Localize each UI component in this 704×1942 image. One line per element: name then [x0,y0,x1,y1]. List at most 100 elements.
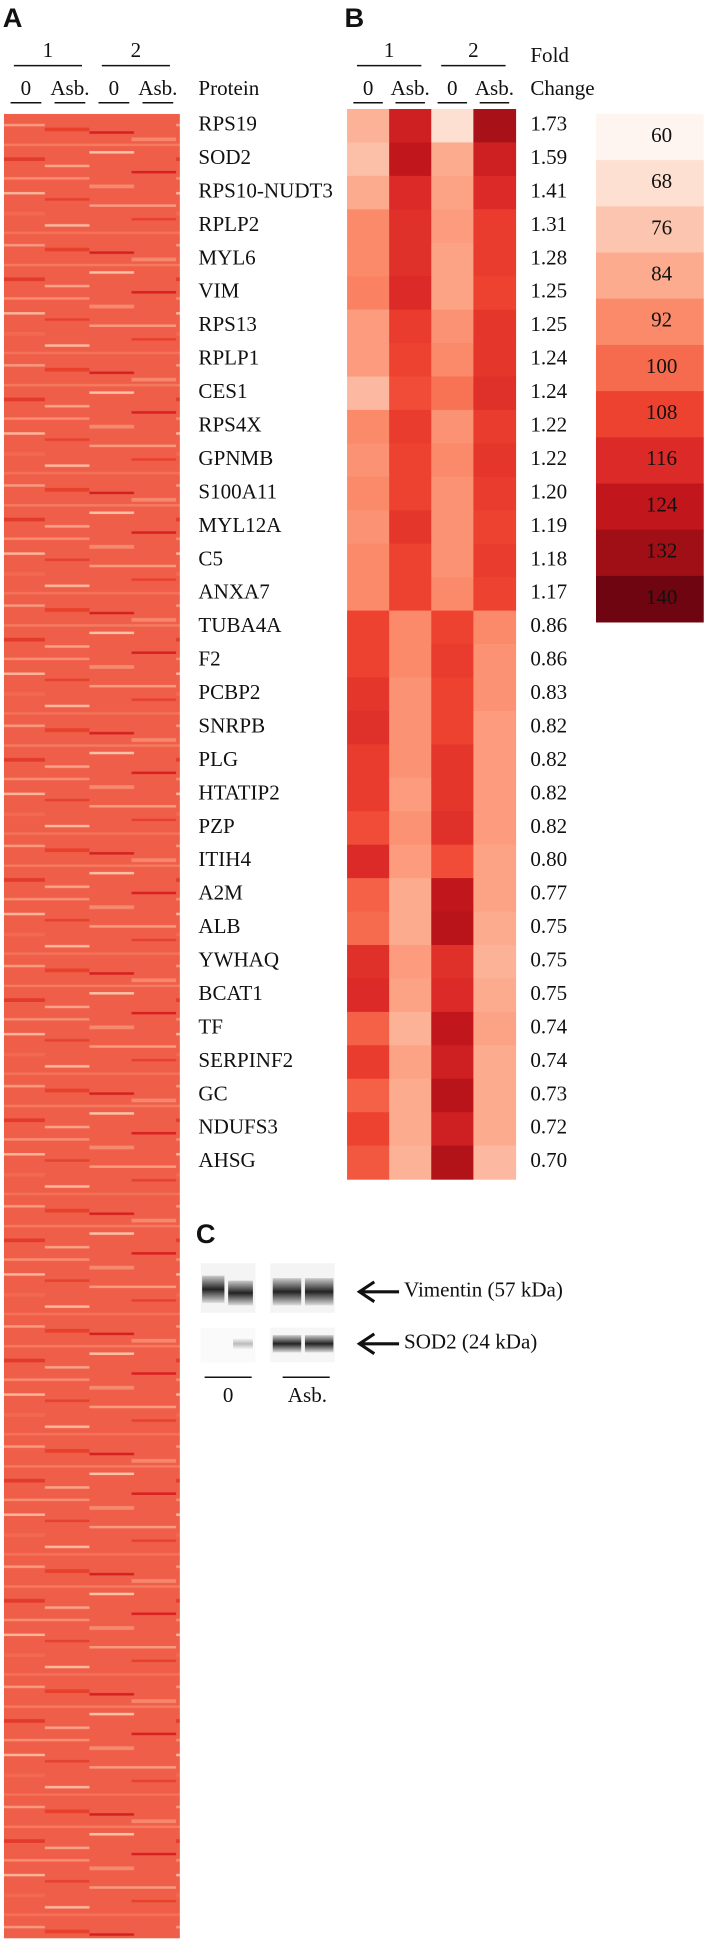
heatmap-cell [347,677,390,712]
colorbar-label: 132 [646,539,678,563]
heatmap-cell [389,376,432,411]
heatmap-cell [347,443,390,478]
heatmap-cell [389,242,432,277]
colorbar-label: 84 [651,261,673,285]
protein-name: GPNMB [198,446,273,470]
heatmap-cell [347,142,390,177]
heatmap-cell [347,209,390,244]
heatmap-cell [347,376,390,411]
heatmap-cell [431,677,474,712]
heatmap-cell [473,343,517,378]
arrow [356,1332,400,1355]
heatmap-cell [431,510,474,545]
column-label: 0 [21,76,32,100]
heatmap-cell [473,175,517,210]
heatmap-cell [431,610,474,645]
protein-name: SOD2 [198,145,251,169]
fold-change: 1.73 [530,112,567,136]
protein-name: YWHAQ [198,948,279,972]
heatmap-cell [431,811,474,846]
fold-change: 1.41 [530,178,567,202]
column-header: Fold [530,43,569,67]
blot-band [272,1278,302,1306]
panel-c: C Vimentin (57 kDa) SOD2 (24 kDa) 0 Asb. [196,1218,563,1407]
colorbar-label: 92 [651,308,672,332]
heatmap-cell [431,209,474,244]
protein-name: GC [198,1081,227,1105]
fold-change: 1.20 [530,479,567,503]
heatmap-cell [389,476,432,511]
heatmap-cell [347,577,390,612]
heatmap-cell [389,811,432,846]
heatmap-cell [389,610,432,645]
fold-change: 0.80 [530,847,567,871]
heatmap-cell [389,510,432,545]
protein-name: AHSG [198,1148,255,1172]
protein-name: SERPINF2 [198,1048,293,1072]
fold-change: 1.22 [530,412,567,436]
protein-name: PLG [198,747,238,771]
band-label: Vimentin (57 kDa) [404,1278,563,1302]
heatmap-cell [347,108,390,144]
heatmap-cell [347,710,390,745]
protein-name: RPS19 [198,112,257,136]
heatmap-cell [389,944,432,980]
panel-label: B [345,2,365,33]
colorbar-swatch [595,437,704,484]
heatmap-cell [347,510,390,545]
heatmap-cell [431,1011,474,1046]
heatmap-cell [473,409,517,445]
heatmap-cell [473,276,517,311]
colorbar-swatch [595,344,704,392]
fold-change: 0.74 [530,1048,567,1072]
colorbar-label: 76 [651,215,672,239]
fold-change: 1.18 [530,546,567,570]
heatmap-cell [473,644,517,679]
fold-change: 0.70 [530,1148,567,1172]
fold-change: 1.24 [530,379,567,403]
column-label: Asb. [138,76,177,100]
colorbar-swatch [595,113,704,161]
protein-name: A2M [198,881,243,905]
heatmap-cell [473,242,517,277]
protein-name: VIM [198,279,239,303]
fold-change: 1.22 [530,446,567,470]
fold-change: 0.77 [530,881,567,905]
colorbar-label: 68 [651,169,672,193]
heatmap-cell [431,944,474,980]
colorbar-swatch [595,575,704,623]
heatmap-cell [389,1011,432,1046]
column-label: Asb. [475,76,514,100]
protein-name: RPLP2 [198,212,259,236]
colorbar-swatch [595,483,704,531]
heatmap-cell [389,175,432,210]
heatmap-cell [473,1112,517,1147]
protein-name: PZP [198,814,234,838]
heatmap-cell [389,978,432,1013]
heatmap-cell [431,309,474,344]
heatmap-cell [473,811,517,846]
heatmap-cell [473,1078,517,1113]
heatmap-cell [347,1011,390,1046]
fold-change: 0.75 [530,981,567,1005]
heatmap-cell [473,443,517,478]
protein-name: CES1 [198,379,247,403]
heatmap-cell [347,1112,390,1147]
heatmap-cell [473,610,517,645]
heatmap-cell [347,777,390,812]
heatmap-cell [473,476,517,511]
column-label: 0 [447,76,458,100]
colorbar-swatch [595,391,704,438]
protein-name: RPS13 [198,312,257,336]
heatmap-cell [431,175,474,210]
arrow [356,1280,400,1303]
fold-change: 0.82 [530,814,567,838]
fold-change: 0.86 [530,647,567,671]
heatmap-cell [389,409,432,445]
lane-label: Asb. [288,1383,327,1407]
heatmap-cell [473,1045,517,1080]
fold-change: 1.17 [530,580,567,604]
blot-band [228,1280,253,1306]
colorbar-label: 100 [646,354,678,378]
